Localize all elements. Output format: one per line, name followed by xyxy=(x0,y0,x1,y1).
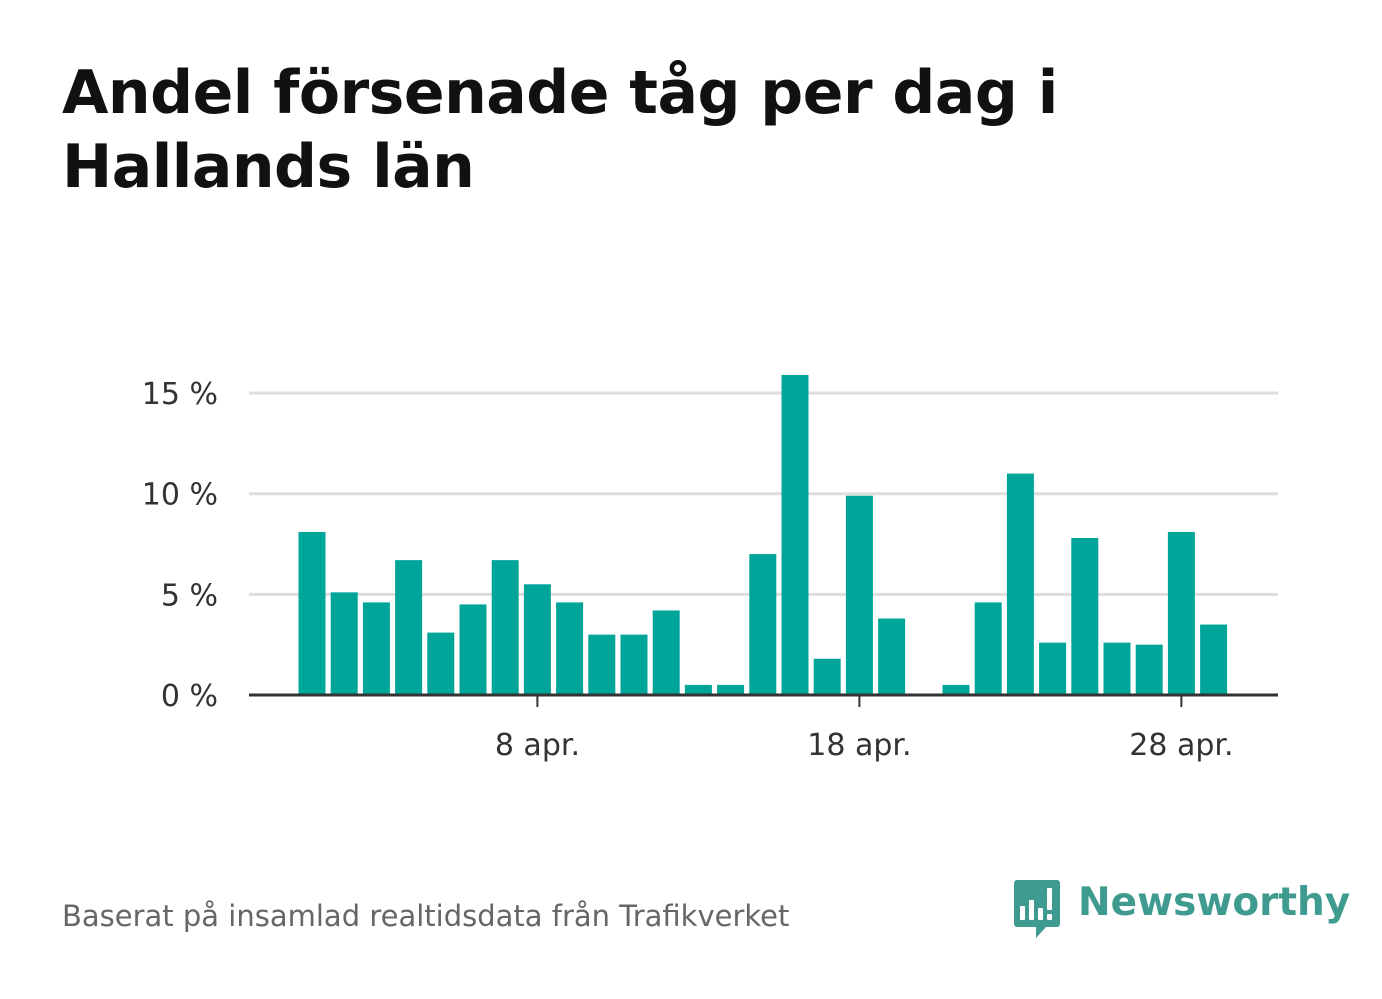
y-tick-label: 10 % xyxy=(142,478,218,513)
bar xyxy=(362,602,390,695)
bar xyxy=(1200,624,1228,695)
tick-labels: 0 % 5 % 10 % 15 % 8 apr. 18 apr. 28 apr. xyxy=(142,377,1234,763)
axes xyxy=(249,693,1278,707)
bar xyxy=(330,592,358,695)
bar xyxy=(523,584,551,695)
bar xyxy=(427,632,455,695)
bar xyxy=(684,684,712,695)
bar xyxy=(652,610,680,695)
bars xyxy=(298,374,1228,695)
x-tick-label: 28 apr. xyxy=(1129,728,1233,763)
bar xyxy=(813,658,841,695)
bar xyxy=(1103,642,1131,695)
bar xyxy=(620,634,648,695)
source-note: Baserat på insamlad realtidsdata från Tr… xyxy=(62,899,790,933)
x-tick-label: 8 apr. xyxy=(495,728,580,763)
bar xyxy=(1167,531,1195,695)
bar xyxy=(781,374,809,695)
bar xyxy=(1071,537,1099,695)
bar xyxy=(588,634,616,695)
bar xyxy=(878,618,906,695)
bar xyxy=(1135,644,1163,695)
bar xyxy=(459,604,487,695)
y-tick-label: 5 % xyxy=(161,578,218,613)
bar xyxy=(942,684,970,695)
bar xyxy=(395,560,423,695)
bar xyxy=(845,495,873,695)
bar xyxy=(749,554,777,695)
bar xyxy=(1006,473,1034,695)
bar xyxy=(556,602,584,695)
brand: Newsworthy xyxy=(1012,878,1350,940)
newsworthy-logo-icon xyxy=(1014,880,1060,938)
brand-name: Newsworthy xyxy=(1078,880,1351,925)
chart-title: Andel försenade tåg per dag i Hallands l… xyxy=(62,58,1058,202)
bar xyxy=(974,602,1002,695)
y-tick-label: 0 % xyxy=(161,679,218,714)
bar xyxy=(717,684,745,695)
bar xyxy=(491,560,519,695)
x-tick-label: 18 apr. xyxy=(807,728,911,763)
y-tick-label: 15 % xyxy=(142,377,218,412)
bar xyxy=(298,531,326,695)
bar xyxy=(1039,642,1067,695)
